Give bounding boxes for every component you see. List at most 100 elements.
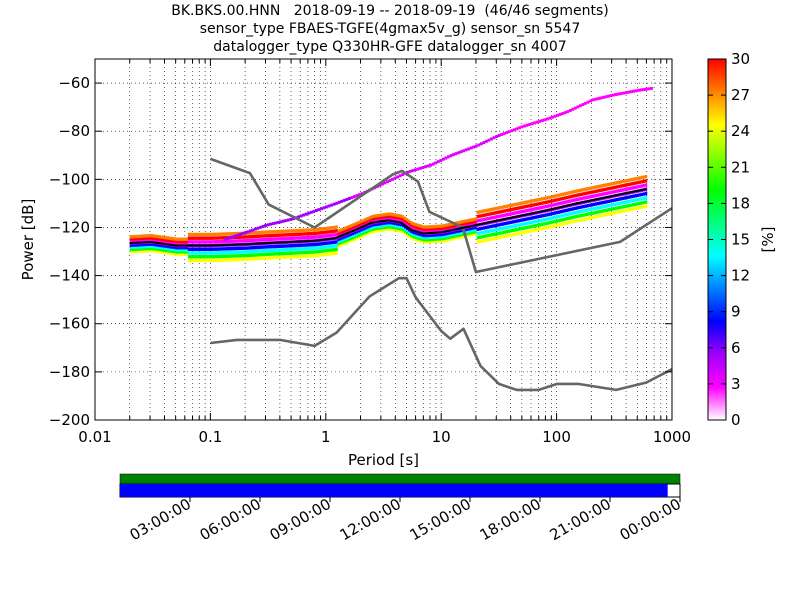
density-cell bbox=[576, 193, 579, 197]
density-cell bbox=[524, 209, 527, 213]
density-cell bbox=[574, 215, 577, 219]
density-cell bbox=[530, 216, 534, 220]
density-cell bbox=[202, 236, 205, 240]
density-cell bbox=[395, 217, 398, 222]
density-cell bbox=[383, 181, 387, 185]
density-cell bbox=[200, 236, 203, 240]
density-cell bbox=[439, 232, 442, 237]
density-cell bbox=[428, 225, 432, 229]
density-cell bbox=[435, 239, 438, 243]
density-cell bbox=[353, 195, 356, 199]
y-axis-label: Power [dB] bbox=[19, 199, 37, 281]
density-cell bbox=[421, 165, 425, 169]
density-cell bbox=[156, 234, 160, 239]
density-cell bbox=[300, 247, 303, 251]
density-cell bbox=[497, 223, 500, 227]
density-cell bbox=[148, 244, 151, 249]
density-cell bbox=[302, 247, 305, 251]
density-cell bbox=[524, 200, 527, 205]
density-cell bbox=[158, 235, 162, 239]
density-cell bbox=[563, 111, 567, 115]
density-cell bbox=[397, 228, 401, 233]
density-cell bbox=[293, 251, 297, 255]
density-cell bbox=[556, 113, 559, 117]
density-cell bbox=[401, 217, 405, 221]
density-cell bbox=[424, 165, 427, 169]
chart-title-line-1: BK.BKS.00.HNN 2018-09-19 -- 2018-09-19 (… bbox=[171, 3, 609, 19]
density-cell bbox=[248, 257, 251, 261]
density-cell bbox=[221, 236, 224, 240]
density-cell bbox=[279, 233, 282, 237]
density-cell bbox=[374, 224, 378, 229]
density-cell bbox=[241, 239, 245, 243]
density-cell bbox=[532, 220, 536, 224]
density-cell bbox=[613, 202, 617, 207]
density-cell bbox=[545, 217, 548, 221]
density-cell bbox=[640, 192, 644, 197]
density-cell bbox=[351, 231, 355, 236]
density-cell bbox=[167, 249, 170, 253]
density-cell bbox=[559, 214, 563, 218]
density-cell bbox=[592, 185, 596, 190]
density-cell bbox=[433, 224, 436, 229]
density-cell bbox=[281, 255, 284, 259]
density-cell bbox=[320, 242, 324, 246]
density-cell bbox=[538, 197, 542, 202]
density-cell bbox=[435, 228, 438, 233]
density-cell bbox=[202, 251, 205, 255]
density-cell bbox=[133, 234, 137, 239]
density-cell bbox=[460, 220, 463, 224]
density-cell bbox=[426, 238, 430, 242]
density-cell bbox=[406, 218, 409, 222]
density-cell bbox=[302, 236, 305, 240]
density-cell bbox=[410, 235, 413, 240]
density-cell bbox=[385, 212, 388, 217]
density-cell bbox=[310, 235, 313, 240]
density-cell bbox=[264, 256, 268, 260]
density-cell bbox=[447, 223, 450, 227]
density-cell bbox=[595, 214, 598, 219]
density-cell bbox=[200, 240, 203, 244]
density-cell bbox=[165, 248, 168, 253]
density-cell bbox=[499, 214, 502, 218]
density-cell bbox=[495, 232, 498, 236]
density-cell bbox=[622, 205, 625, 209]
density-cell bbox=[219, 239, 222, 244]
density-cell bbox=[499, 227, 502, 231]
density-cell bbox=[581, 103, 585, 107]
density-cell bbox=[324, 234, 328, 238]
density-cell bbox=[518, 223, 521, 227]
density-cell bbox=[443, 232, 446, 236]
density-cell bbox=[389, 216, 392, 221]
density-cell bbox=[376, 216, 380, 220]
density-cell bbox=[503, 204, 507, 209]
density-cell bbox=[129, 247, 133, 252]
density-cell bbox=[619, 197, 623, 201]
density-cell bbox=[482, 226, 486, 230]
density-cell bbox=[626, 204, 629, 208]
density-cell bbox=[196, 236, 199, 240]
density-cell bbox=[603, 200, 606, 204]
density-cell bbox=[435, 224, 438, 229]
density-cell bbox=[221, 258, 224, 262]
density-cell bbox=[599, 214, 602, 218]
density-cell bbox=[158, 247, 162, 252]
density-cell bbox=[221, 250, 224, 255]
density-cell bbox=[528, 225, 531, 229]
density-cell bbox=[198, 236, 201, 240]
density-cell bbox=[337, 244, 340, 248]
density-cell bbox=[555, 198, 558, 202]
density-cell bbox=[374, 229, 378, 233]
density-cell bbox=[349, 238, 353, 243]
density-cell bbox=[594, 97, 598, 101]
density-cell bbox=[518, 206, 521, 210]
density-cell bbox=[555, 219, 558, 223]
colorbar-tick-label: 9 bbox=[731, 303, 741, 321]
density-cell bbox=[260, 230, 263, 235]
density-cell bbox=[337, 200, 341, 204]
density-cell bbox=[538, 223, 542, 227]
density-cell bbox=[214, 236, 218, 240]
density-cell bbox=[549, 225, 552, 229]
density-cell bbox=[254, 253, 257, 257]
density-cell bbox=[617, 92, 620, 96]
